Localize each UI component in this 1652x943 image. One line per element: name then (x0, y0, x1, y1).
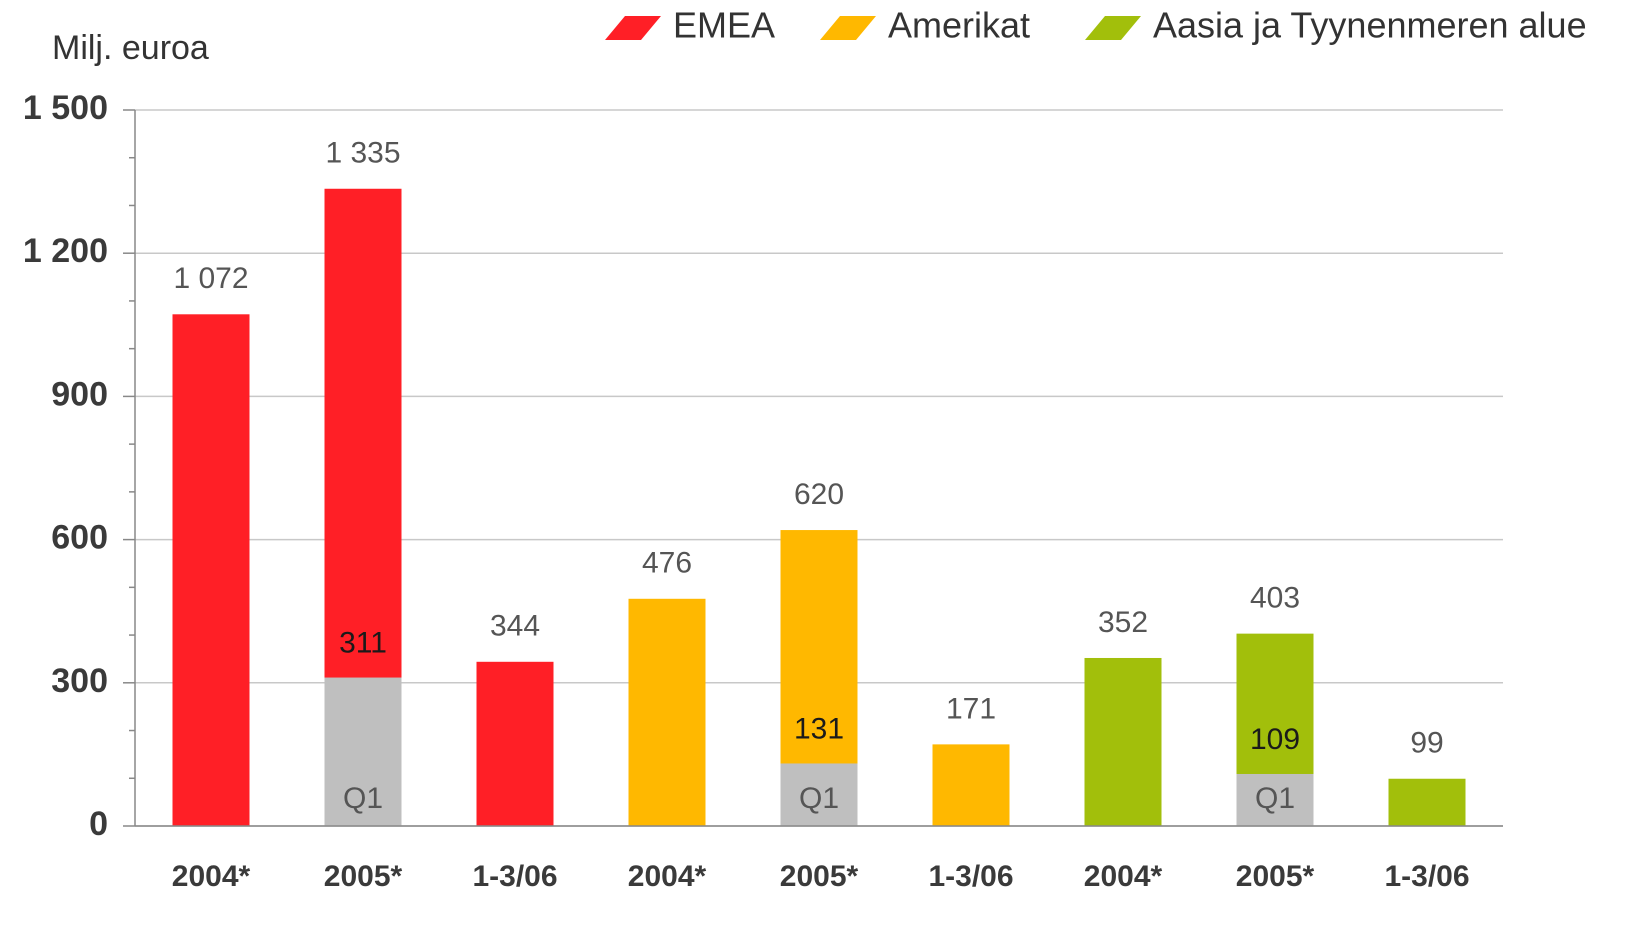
overlay-value-label: 131 (794, 712, 844, 745)
overlay-name: Q1 (799, 782, 839, 815)
x-tick-label: 2005* (1236, 860, 1315, 893)
bar (476, 661, 554, 826)
bar (780, 763, 858, 826)
x-tick-label: 1-3/06 (1384, 860, 1469, 893)
value-label: 403 (1250, 582, 1300, 615)
y-tick-label: 900 (51, 375, 108, 413)
value-label: 1 335 (325, 137, 400, 170)
y-tick-label: 1 200 (23, 232, 108, 270)
y-tick-label: 600 (51, 519, 108, 557)
y-tick-label: 1 500 (23, 89, 108, 127)
bar (1084, 657, 1162, 826)
legend-label: Amerikat (888, 5, 1030, 46)
x-tick-label: 2004* (1084, 860, 1163, 893)
bar (324, 677, 402, 826)
legend-label: EMEA (673, 5, 775, 46)
x-tick-label: 2005* (780, 860, 859, 893)
value-label: 476 (642, 547, 692, 580)
bar (628, 598, 706, 826)
value-label: 620 (794, 478, 844, 511)
x-tick-label: 1-3/06 (928, 860, 1013, 893)
value-label: 344 (490, 610, 540, 643)
overlay-name: Q1 (1255, 782, 1295, 815)
bar (1236, 773, 1314, 826)
legend-swatch (820, 16, 876, 40)
overlay-value-label: 311 (339, 626, 387, 659)
value-label: 99 (1410, 727, 1443, 760)
legend-swatch (1085, 16, 1141, 40)
y-tick-label: 0 (89, 805, 108, 843)
x-tick-label: 2005* (324, 860, 403, 893)
y-axis-label: Milj. euroa (52, 29, 209, 67)
overlay-name: Q1 (343, 782, 383, 815)
x-tick-label: 2004* (628, 860, 707, 893)
legend-swatch (605, 16, 661, 40)
value-label: 352 (1098, 606, 1148, 639)
bar (172, 314, 250, 826)
value-label: 1 072 (173, 262, 248, 295)
x-tick-label: 1-3/06 (472, 860, 557, 893)
x-tick-label: 2004* (172, 860, 251, 893)
bar (932, 744, 1010, 826)
bar (1388, 778, 1466, 826)
legend-label: Aasia ja Tyynenmeren alue (1153, 5, 1587, 46)
value-label: 171 (946, 692, 996, 725)
overlay-value-label: 109 (1250, 723, 1300, 756)
y-tick-label: 300 (51, 662, 108, 700)
